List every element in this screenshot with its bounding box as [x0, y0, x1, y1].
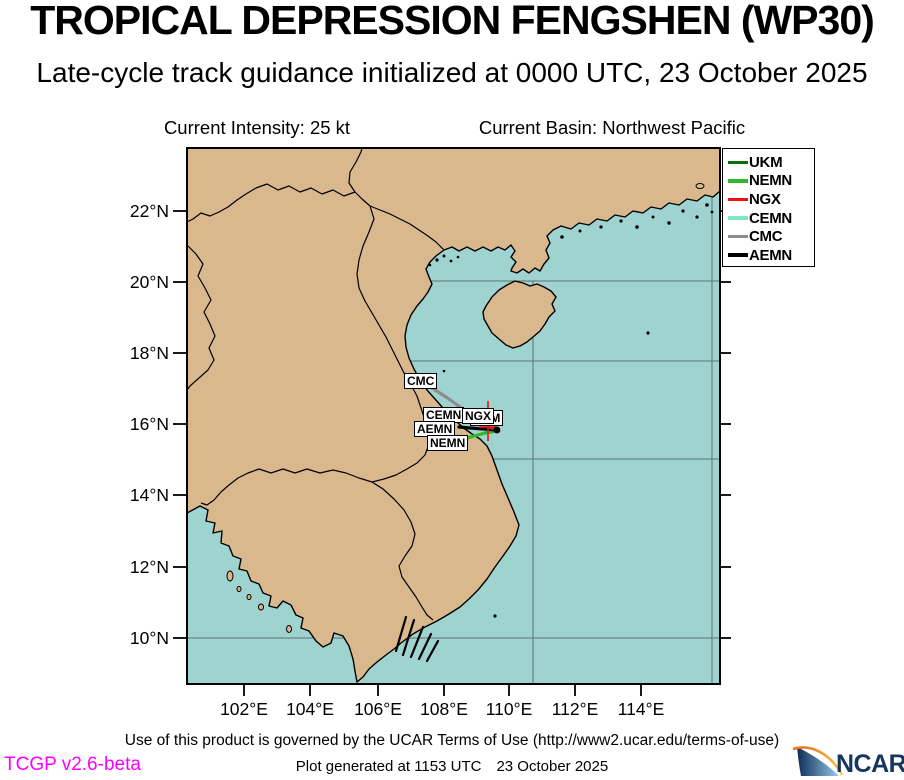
- track-label-cemn: CEMN: [423, 407, 465, 423]
- islands-land: [226, 183, 705, 633]
- version-text: TCGP v2.6-beta: [4, 754, 141, 775]
- x-tick-label-102e: 102°E: [220, 699, 268, 719]
- current-basin-label: Current Basin: Northwest Pacific: [478, 117, 746, 138]
- current-intensity-label: Current Intensity: 25 kt: [163, 117, 351, 138]
- y-tick-label-16n: 16°N: [129, 414, 169, 434]
- hainan-island: [482, 280, 557, 349]
- legend-label: UKM: [749, 153, 783, 171]
- y-tick-label-14n: 14°N: [129, 485, 169, 505]
- legend-label: NEMN: [749, 172, 792, 190]
- map-border: [186, 147, 721, 685]
- y-tick-label-22n: 22°N: [129, 201, 169, 221]
- ncar-logo-text: NCAR: [836, 750, 904, 778]
- track-label-nemn: NEMN: [427, 435, 469, 451]
- track-nemn: [462, 429, 499, 441]
- legend-label: AEMN: [749, 246, 792, 264]
- generated-timestamp: Plot generated at 1153 UTC 23 October 20…: [295, 758, 609, 775]
- y-tick-label-18n: 18°N: [129, 343, 169, 363]
- plot-title: TROPICAL DEPRESSION FENGSHEN (WP30): [30, 0, 875, 43]
- legend-item-ngx: NGX: [728, 190, 814, 209]
- legend-item-cemn: CEMN: [728, 209, 814, 228]
- ukm-line-swatch: [728, 160, 748, 165]
- legend: UKM NEMN NGX CEMN CMC AEMN: [722, 148, 815, 267]
- track-label-ngx: NGX: [462, 408, 495, 424]
- legend-label: CEMN: [749, 209, 792, 227]
- country-borders: [187, 148, 445, 621]
- legend-item-ukm: UKM: [728, 153, 814, 172]
- x-tick-label-104e: 104°E: [286, 699, 334, 719]
- legend-label: NGX: [749, 190, 781, 208]
- islet-dots: [428, 203, 714, 618]
- storm-start-marker: [493, 426, 501, 434]
- mainland-landmass: [187, 148, 720, 683]
- legend-item-nemn: NEMN: [728, 172, 814, 191]
- track-label-cmc: CMC: [404, 373, 438, 389]
- mekong-delta-channels: [394, 615, 440, 663]
- track-aemn: [457, 425, 499, 432]
- legend-label: CMC: [749, 228, 783, 246]
- y-tick-label-12n: 12°N: [129, 557, 169, 577]
- y-tick-label-20n: 20°N: [129, 272, 169, 292]
- x-tick-label-108e: 108°E: [420, 699, 468, 719]
- track-label-aemn: AEMN: [414, 421, 456, 437]
- legend-item-aemn: AEMN: [728, 246, 814, 265]
- ncar-swoosh-icon: [792, 746, 844, 776]
- ngx-line-swatch: [728, 197, 748, 202]
- plot-subtitle: Late-cycle track guidance initialized at…: [36, 57, 868, 88]
- x-tick-label-106e: 106°E: [354, 699, 402, 719]
- aemn-line-swatch: [728, 253, 748, 258]
- terms-of-use-text: Use of this product is governed by the U…: [124, 732, 780, 749]
- cmc-line-swatch: [728, 234, 748, 239]
- y-tick-label-10n: 10°N: [129, 628, 169, 648]
- legend-item-cmc: CMC: [728, 227, 814, 246]
- nemn-line-swatch: [728, 179, 748, 183]
- cemn-line-swatch: [728, 216, 748, 220]
- x-tick-label-110e: 110°E: [485, 699, 533, 719]
- x-tick-label-114e: 114°E: [617, 699, 665, 719]
- x-tick-label-112e: 112°E: [551, 699, 599, 719]
